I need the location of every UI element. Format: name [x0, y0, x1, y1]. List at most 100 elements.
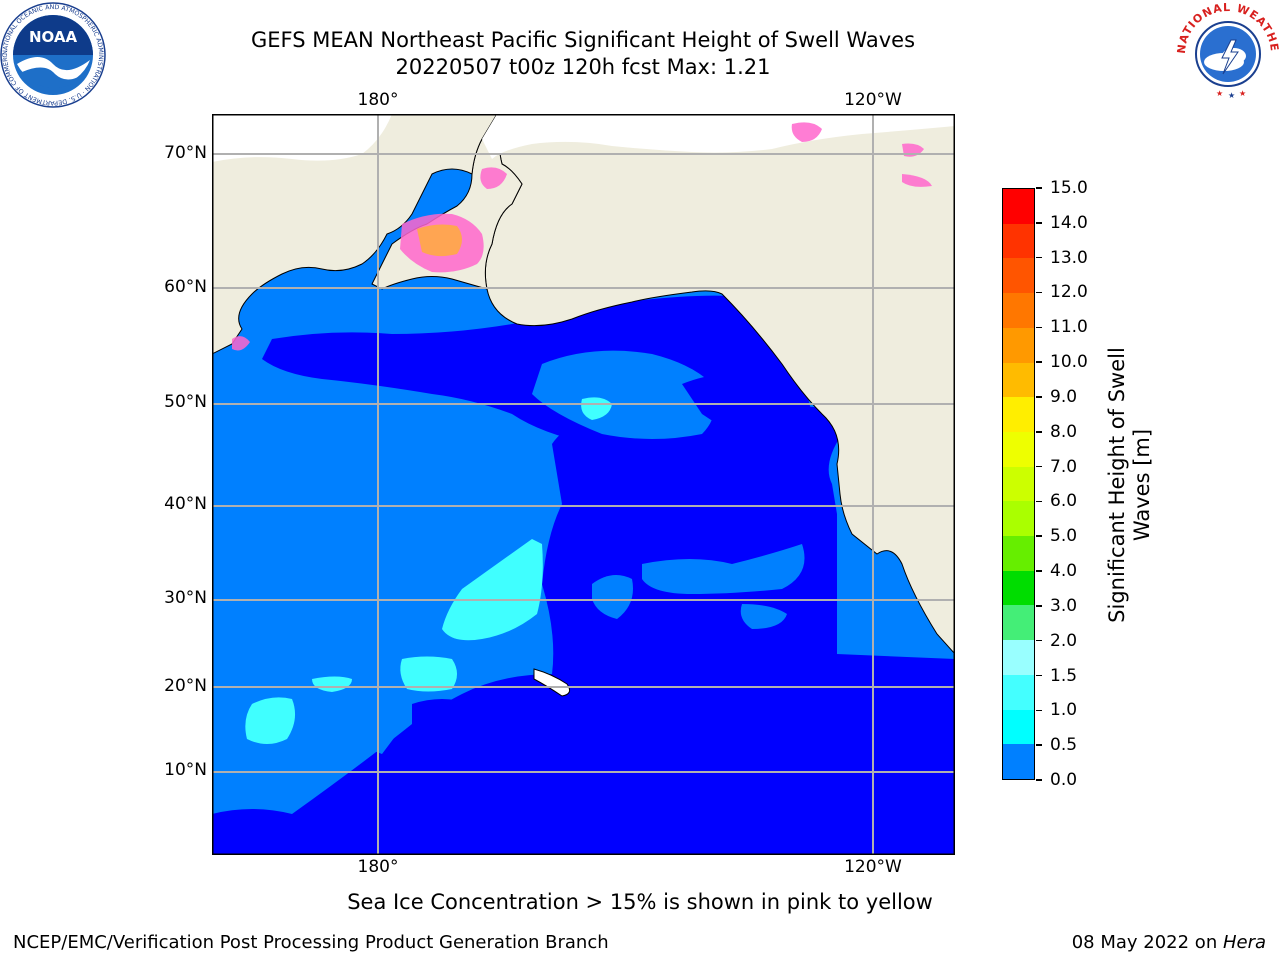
noaa-text: NOAA: [29, 28, 78, 46]
colorbar-tick-label: 9.0: [1050, 386, 1078, 407]
sea-ice-canada-2: [902, 174, 932, 187]
swell-patch-1: [442, 539, 543, 641]
colorbar-tick-mark: [1036, 779, 1042, 781]
colorbar-tick-label: 11.0: [1050, 317, 1088, 338]
colorbar-tick-label: 5.0: [1050, 526, 1078, 547]
lon-label-bottom-180: 180°: [357, 857, 399, 877]
colorbar-bin: [1003, 431, 1034, 467]
colorbar-tick-label: 15.0: [1050, 178, 1088, 198]
patch-mid-west: [212, 674, 412, 754]
sea-ice-beaufort: [791, 122, 822, 142]
colorbar-ticks: 15.0 14.0 13.0 12.0 11.0 10.0 9.0 8.0 7.0 6.0 5.0 4…: [1036, 178, 1116, 790]
patch-mid-32n: [592, 575, 633, 619]
low-swell-region-east: [212, 404, 955, 855]
colorbar-tick-mark: [1036, 605, 1042, 607]
colorbar-title-line1: Significant Height of Swell: [1105, 347, 1129, 623]
colorbar-tick-mark: [1036, 744, 1042, 746]
lat-label-20n: 20°N: [164, 676, 207, 696]
colorbar-bin: [1003, 189, 1034, 224]
colorbar-tick-mark: [1036, 431, 1042, 433]
colorbar-bin: [1003, 605, 1034, 641]
colorbar-tick-mark: [1036, 222, 1042, 224]
colorbar-tick-mark: [1036, 187, 1042, 189]
colorbar-title-line2: Waves [m]: [1130, 428, 1154, 542]
svg-text:★: ★: [1239, 89, 1246, 98]
colorbar-tick-label: 3.0: [1050, 595, 1078, 616]
patch-mid-gulf: [532, 350, 716, 439]
patch-mid-28n: [740, 604, 787, 629]
low-swell-region-south: [352, 699, 662, 855]
lat-label-50n: 50°N: [164, 392, 207, 412]
footer-host: Hera: [1222, 932, 1266, 953]
colorbar-tick-label: 1.5: [1050, 665, 1078, 686]
colorbar-tick-label: 1.0: [1050, 700, 1078, 721]
lat-label-60n: 60°N: [164, 277, 207, 297]
nws-logo: NATIONAL WEATHER SERVICE ★ ★ ★: [1176, 2, 1280, 104]
map-subtitle: 20220507 t00z 120h fcst Max: 1.21: [395, 55, 771, 79]
colorbar-bin: [1003, 223, 1034, 259]
colorbar-tick-mark: [1036, 396, 1042, 398]
sea-ice-note: Sea Ice Concentration > 15% is shown in …: [347, 890, 933, 914]
colorbar-bin: [1003, 570, 1034, 606]
colorbar-bin: [1003, 536, 1034, 571]
colorbar-bin: [1003, 640, 1034, 675]
colorbar-tick-label: 7.0: [1050, 456, 1078, 477]
sea-ice-kamchatka: [232, 336, 250, 351]
colorbar-bin: [1003, 258, 1034, 294]
colorbar-tick-label: 14.0: [1050, 212, 1088, 233]
colorbar-tick-mark: [1036, 291, 1042, 294]
patch-low-gulf: [682, 374, 812, 460]
land-siberia: [212, 114, 498, 355]
colorbar-tick-label: 13.0: [1050, 247, 1088, 268]
lat-label-70n: 70°N: [164, 143, 207, 163]
colorbar-tick-mark: [1036, 361, 1042, 363]
arctic-ocean-west: [212, 114, 392, 162]
colorbar-bin: [1003, 362, 1034, 398]
colorbar-tick-label: 10.0: [1050, 352, 1088, 373]
colorbar-tick-label: 6.0: [1050, 491, 1078, 512]
graticule: [212, 114, 955, 855]
colorbar-tick-mark: [1036, 639, 1042, 642]
lon-label-top-120w: 120°W: [844, 90, 902, 110]
colorbar-tick-label: 8.0: [1050, 421, 1078, 442]
sea-ice-bering-core: [417, 224, 462, 257]
footer-credit: NCEP/EMC/Verification Post Processing Pr…: [13, 932, 609, 953]
map-frame: [212, 114, 955, 855]
colorbar-tick-mark: [1036, 326, 1042, 329]
patch-mid-30n: [642, 544, 805, 594]
colorbar-tick-label: 12.0: [1050, 282, 1088, 303]
footer-date: 08 May 2022 on Hera: [1072, 932, 1266, 953]
colorbar-tick-label: 0.5: [1050, 735, 1078, 756]
colorbar-tick-mark: [1036, 256, 1042, 259]
colorbar-tick-label: 2.0: [1050, 630, 1078, 651]
colorbar-bin: [1003, 327, 1034, 363]
colorbar-bin: [1003, 709, 1034, 745]
lat-label-10n: 10°N: [164, 760, 207, 780]
svg-text:★: ★: [1228, 91, 1235, 100]
map-panel: [212, 114, 955, 855]
sea-ice-chukchi: [480, 167, 507, 189]
colorbar-bin: [1003, 466, 1034, 502]
lat-label-30n: 30°N: [164, 588, 207, 608]
lon-label-top-180: 180°: [357, 90, 399, 110]
colorbar-tick-mark: [1036, 500, 1042, 503]
swell-patch-4: [312, 676, 352, 692]
colorbar-tick-mark: [1036, 465, 1042, 468]
colorbar-bin: [1003, 397, 1034, 432]
colorbar-tick-label: 0.0: [1050, 770, 1078, 790]
colorbar-tick-label: 4.0: [1050, 561, 1078, 582]
colorbar-bin: [1003, 744, 1034, 779]
colorbar-tick-mark: [1036, 535, 1042, 537]
swell-patch-3: [245, 697, 296, 744]
colorbar-bin: [1003, 293, 1034, 328]
noaa-logo: NATIONAL OCEANIC AND ATMOSPHERIC ADMINIS…: [0, 2, 106, 108]
colorbar-tick-mark: [1036, 570, 1042, 572]
map-title: GEFS MEAN Northeast Pacific Significant …: [250, 28, 916, 52]
land-hawaii: [533, 668, 571, 697]
colorbar: [1002, 188, 1035, 780]
arctic-ocean: [212, 114, 955, 159]
colorbar-bin: [1003, 674, 1034, 710]
colorbar-tick-mark: [1036, 709, 1042, 712]
svg-text:★: ★: [1216, 89, 1223, 98]
colorbar-bin: [1003, 501, 1034, 537]
